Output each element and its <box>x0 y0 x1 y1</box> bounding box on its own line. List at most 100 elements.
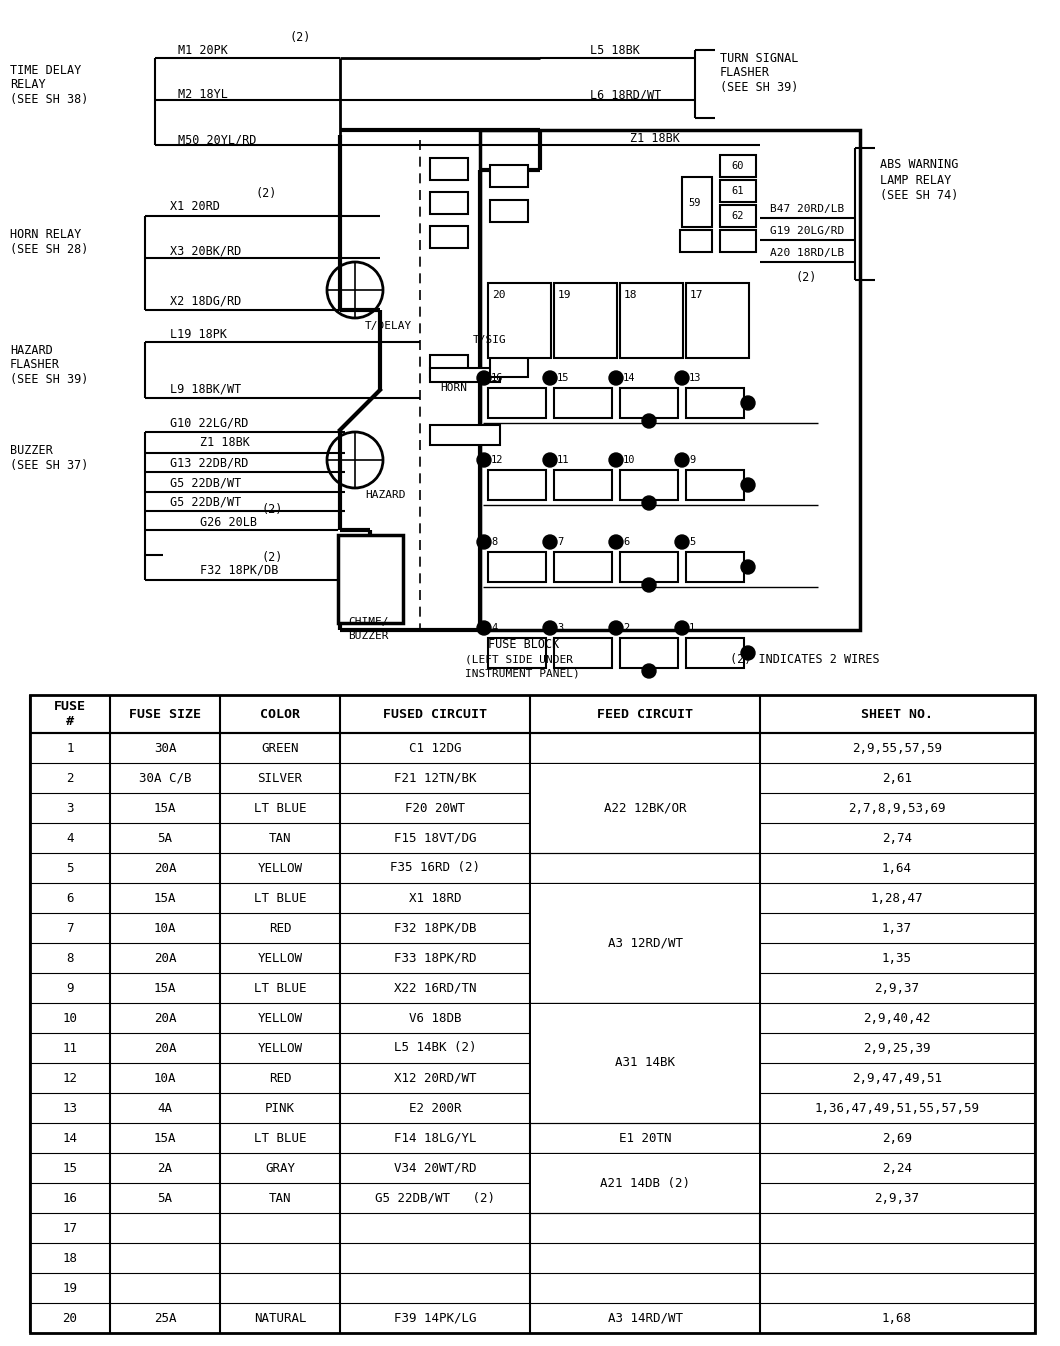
Text: L6 18RD/WT: L6 18RD/WT <box>590 89 661 101</box>
Text: G26 20LB: G26 20LB <box>200 516 257 529</box>
Text: 16: 16 <box>63 1191 77 1205</box>
Circle shape <box>543 534 556 549</box>
Text: 15A: 15A <box>154 981 176 995</box>
Text: A22 12BK/OR: A22 12BK/OR <box>604 801 686 814</box>
Text: 30A: 30A <box>154 742 176 755</box>
Text: TAN: TAN <box>269 832 292 844</box>
Text: 2: 2 <box>623 623 630 633</box>
Text: 12: 12 <box>491 455 504 464</box>
Bar <box>554 638 612 668</box>
Text: 6: 6 <box>66 891 74 905</box>
Bar <box>686 552 744 581</box>
Bar <box>620 283 683 358</box>
Bar <box>30 695 1035 1333</box>
Bar <box>720 180 756 202</box>
Text: 2A: 2A <box>158 1162 173 1175</box>
Text: L5 14BK (2): L5 14BK (2) <box>393 1042 476 1054</box>
Bar <box>480 131 860 630</box>
Bar <box>720 205 756 227</box>
Text: E2 200R: E2 200R <box>409 1101 461 1114</box>
Text: 10: 10 <box>623 455 636 464</box>
Text: 15A: 15A <box>154 801 176 814</box>
Text: 1: 1 <box>689 623 695 633</box>
Text: 4: 4 <box>66 832 74 844</box>
Bar <box>488 283 551 358</box>
Text: SHEET NO.: SHEET NO. <box>861 708 933 720</box>
Text: 12: 12 <box>63 1071 77 1085</box>
Text: (LEFT SIDE UNDER: (LEFT SIDE UNDER <box>465 656 573 665</box>
Text: 19: 19 <box>558 289 571 300</box>
Bar <box>344 598 369 615</box>
Text: 17: 17 <box>63 1222 77 1234</box>
Text: 15: 15 <box>556 373 569 384</box>
Text: 13: 13 <box>63 1101 77 1114</box>
Text: F14 18LG/YL: F14 18LG/YL <box>393 1132 476 1144</box>
Bar <box>720 155 756 178</box>
Bar <box>620 638 678 668</box>
Bar <box>338 534 403 623</box>
Bar <box>490 201 528 222</box>
Bar <box>531 1154 759 1211</box>
Text: 1,68: 1,68 <box>882 1311 912 1324</box>
Bar <box>373 577 398 595</box>
Text: V34 20WT/RD: V34 20WT/RD <box>393 1162 476 1175</box>
Text: GRAY: GRAY <box>265 1162 295 1175</box>
Text: 1,36,47,49,51,55,57,59: 1,36,47,49,51,55,57,59 <box>814 1101 979 1114</box>
Text: 1,28,47: 1,28,47 <box>870 891 923 905</box>
Text: A31 14BK: A31 14BK <box>615 1057 675 1070</box>
Circle shape <box>741 646 755 660</box>
Circle shape <box>610 534 623 549</box>
Text: L19 18PK: L19 18PK <box>170 327 227 341</box>
Text: 60: 60 <box>731 162 744 171</box>
Bar <box>620 470 678 499</box>
Text: LT BLUE: LT BLUE <box>253 891 306 905</box>
Text: GREEN: GREEN <box>261 742 299 755</box>
Text: 25A: 25A <box>154 1311 176 1324</box>
Bar <box>620 552 678 581</box>
Bar <box>344 577 369 595</box>
Text: 62: 62 <box>731 211 744 221</box>
Text: FUSED CIRCUIT: FUSED CIRCUIT <box>383 708 487 720</box>
Bar <box>490 355 528 377</box>
Text: 20A: 20A <box>154 861 176 875</box>
Bar <box>373 598 398 615</box>
Text: (SEE SH 38): (SEE SH 38) <box>10 93 88 106</box>
Text: 1: 1 <box>66 742 74 755</box>
Text: 15: 15 <box>63 1162 77 1175</box>
Circle shape <box>543 621 556 635</box>
Bar <box>488 388 546 419</box>
Text: 11: 11 <box>556 455 569 464</box>
Circle shape <box>477 371 491 385</box>
Text: 8: 8 <box>491 537 497 546</box>
Bar <box>554 388 612 419</box>
Text: 11: 11 <box>63 1042 77 1054</box>
Text: RED: RED <box>269 922 292 934</box>
Bar <box>531 884 759 1001</box>
Circle shape <box>642 495 656 510</box>
Text: 20A: 20A <box>154 1011 176 1024</box>
Text: (SEE SH 39): (SEE SH 39) <box>10 373 88 386</box>
Text: 10: 10 <box>63 1011 77 1024</box>
Bar <box>373 559 398 575</box>
Circle shape <box>741 560 755 573</box>
Circle shape <box>477 454 491 467</box>
Circle shape <box>543 371 556 385</box>
Text: 16: 16 <box>491 373 504 384</box>
Text: 1,35: 1,35 <box>882 952 912 965</box>
Text: 20A: 20A <box>154 952 176 965</box>
Text: 1,37: 1,37 <box>882 922 912 934</box>
Text: F39 14PK/LG: F39 14PK/LG <box>393 1311 476 1324</box>
Bar <box>554 283 617 358</box>
Text: 2,69: 2,69 <box>882 1132 912 1144</box>
Text: F32 18PK/DB: F32 18PK/DB <box>393 922 476 934</box>
Text: 17: 17 <box>690 289 704 300</box>
Text: TAN: TAN <box>269 1191 292 1205</box>
Text: F33 18PK/RD: F33 18PK/RD <box>393 952 476 965</box>
Text: (2): (2) <box>262 502 283 516</box>
Text: 1,64: 1,64 <box>882 861 912 875</box>
Bar <box>554 552 612 581</box>
Text: M50 20YL/RD: M50 20YL/RD <box>178 133 257 147</box>
Bar <box>488 638 546 668</box>
Text: F15 18VT/DG: F15 18VT/DG <box>393 832 476 844</box>
Bar <box>344 538 369 555</box>
